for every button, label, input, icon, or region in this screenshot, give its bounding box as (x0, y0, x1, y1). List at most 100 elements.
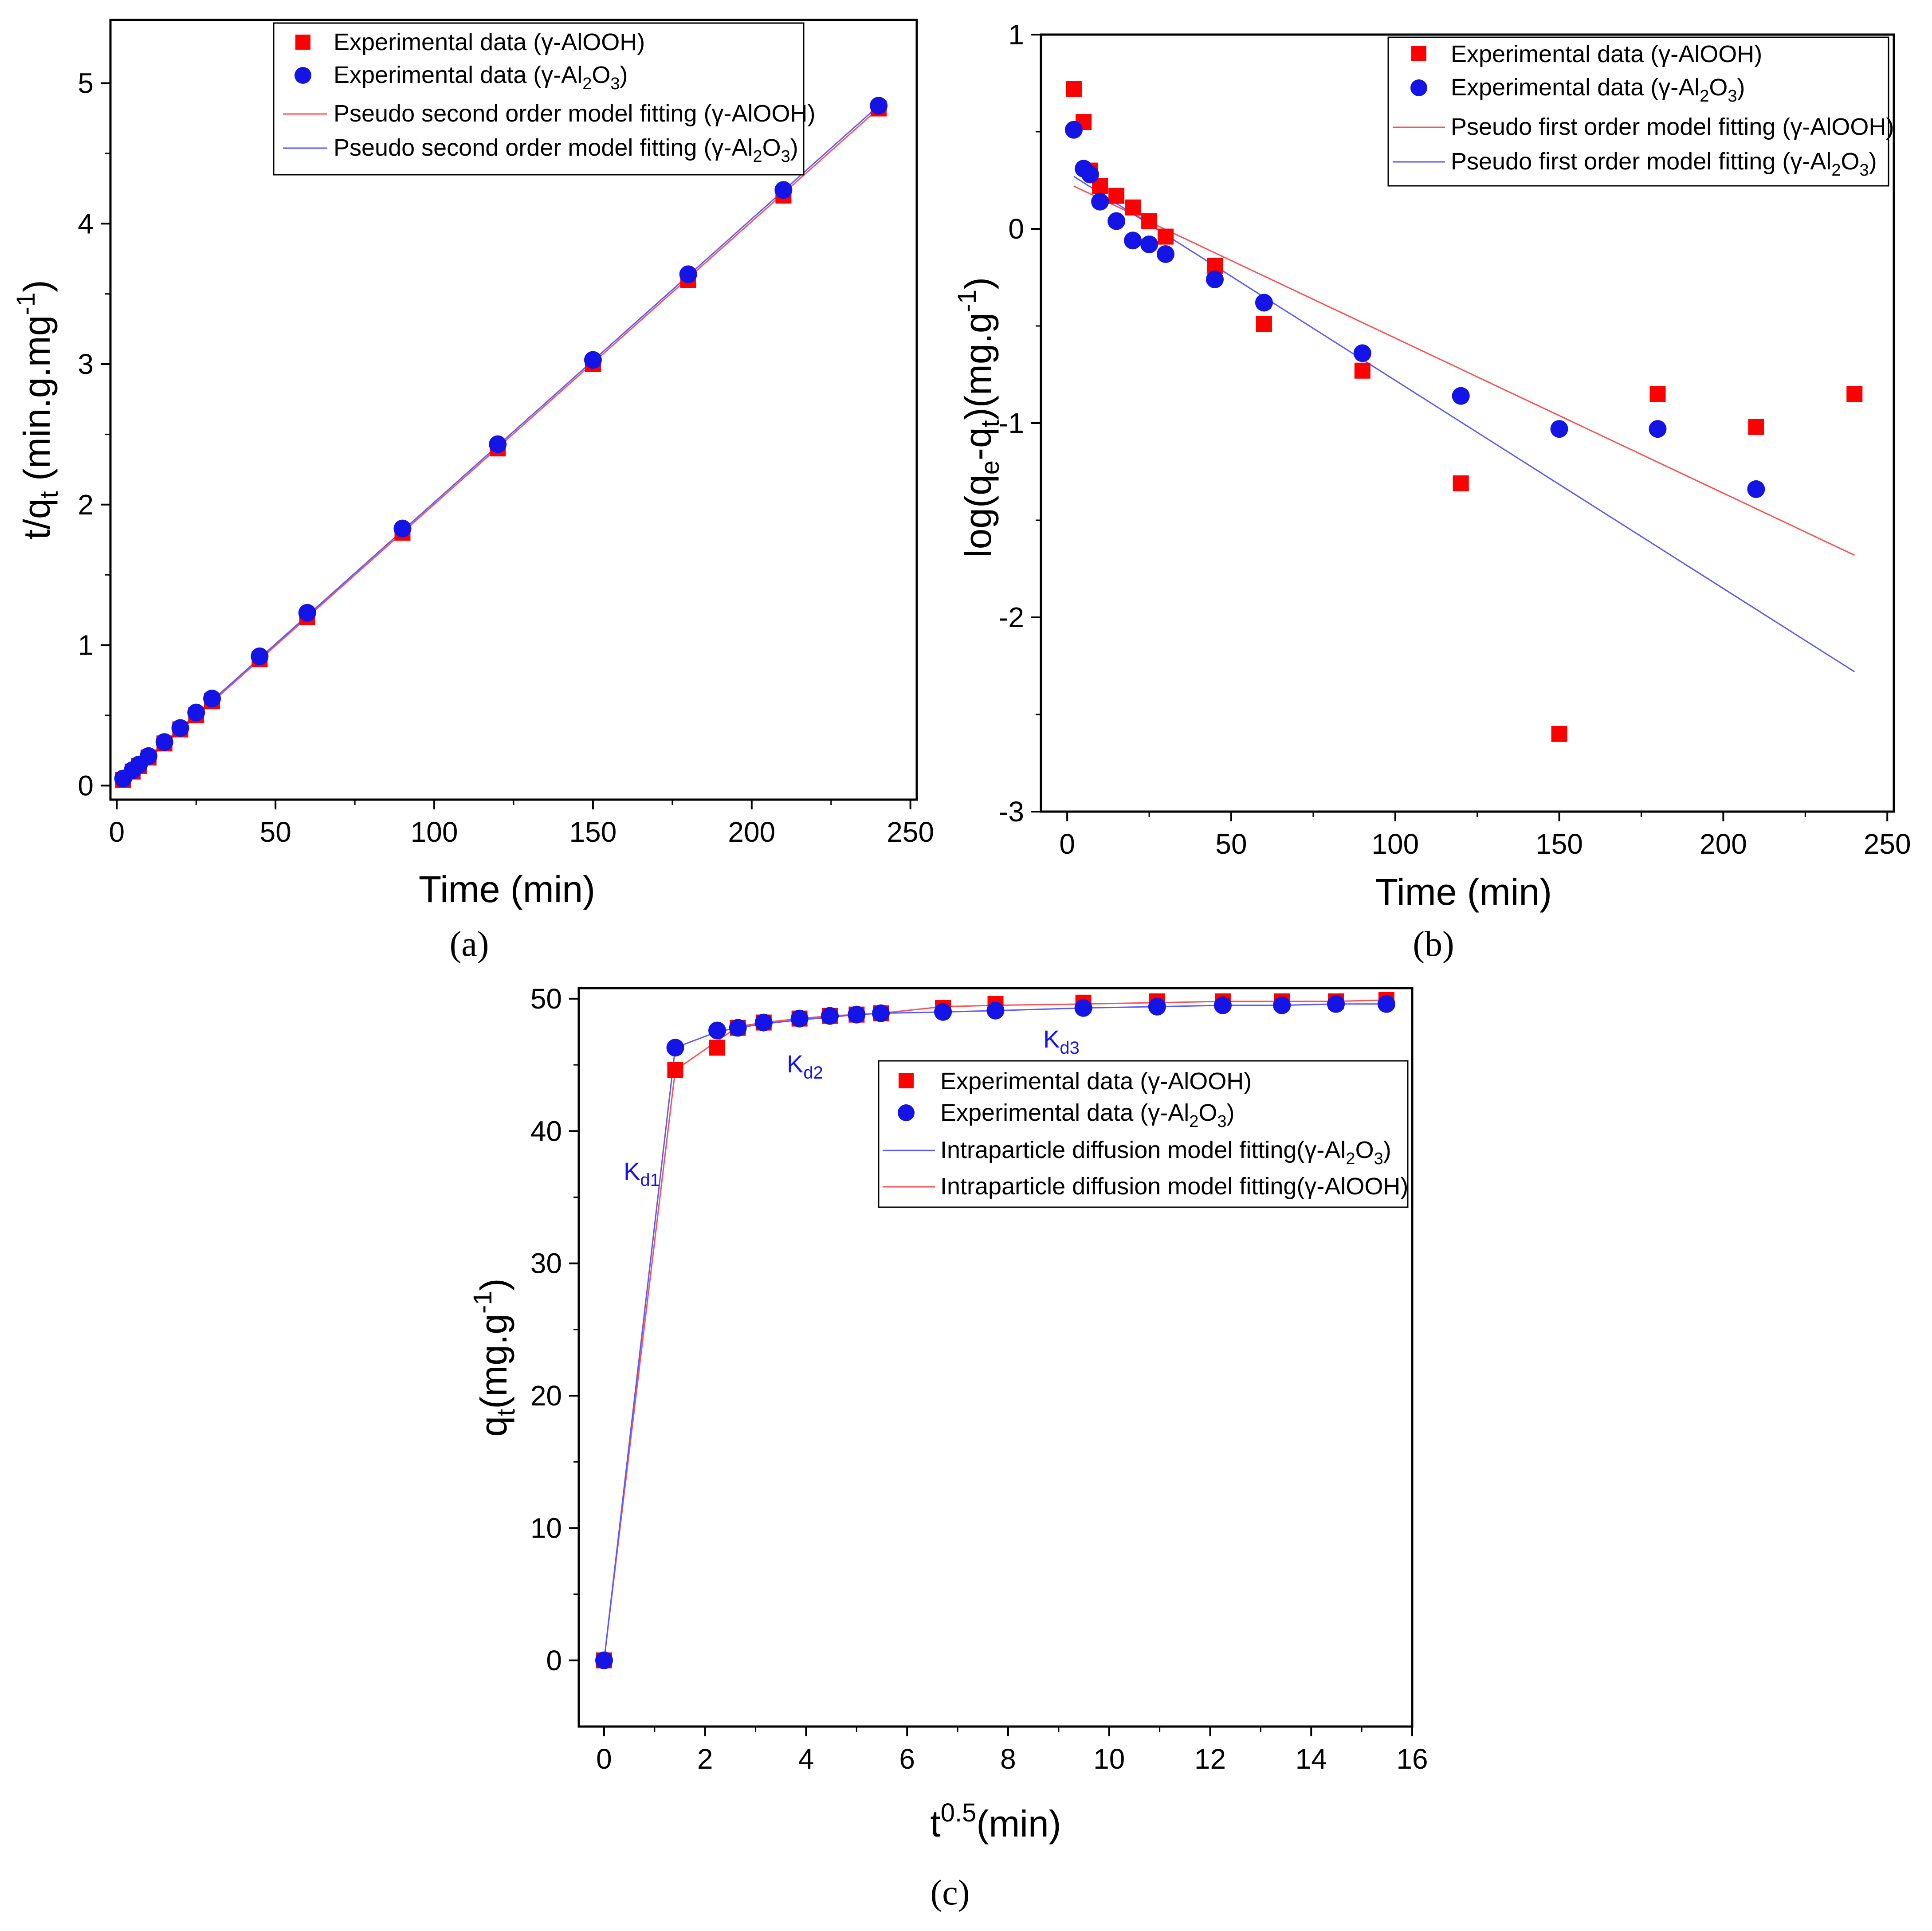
panel-b-point-square (1748, 419, 1764, 435)
panel-c-x-tick-label: 4 (798, 1743, 814, 1775)
panel-c-point-circle (708, 1021, 726, 1040)
panel-a-y-axis-title: t/qt (min.g.mg-1) (12, 280, 63, 540)
panel-c-plot-frame (577, 987, 1414, 1728)
panel-b-point-circle (1124, 232, 1142, 250)
panel-b-point-circle (1353, 344, 1371, 362)
panel-c-legend-item-1: Experimental data (γ-AlOOH) (940, 1068, 1252, 1095)
panel-b-point-square (1354, 362, 1370, 379)
panel-b-point-square (1158, 228, 1174, 245)
panel-c-legend-item-3: Intraparticle diffusion model fitting(γ-… (940, 1137, 1391, 1168)
panel-a-legend-circle-marker (295, 67, 311, 84)
panel-c-y-tick-label: 40 (530, 1115, 562, 1147)
panel-c-legend-item-2: Experimental data (γ-Al2O3) (940, 1099, 1235, 1131)
panel-b-legend-square-marker (1411, 46, 1426, 61)
panel-c-point-circle (1377, 995, 1395, 1013)
panel-c-x-tick-label: 12 (1194, 1743, 1226, 1775)
panel-c-y-axis-title: qt(mg.g-1) (468, 1278, 520, 1436)
panel-b-marks (1064, 81, 1863, 742)
panel-b-point-circle (1140, 235, 1158, 254)
panel-b-point-circle (1064, 121, 1083, 139)
panel-a-point-circle (187, 703, 205, 722)
panel-a-legend: Experimental data (γ-AlOOH) Experimental… (273, 22, 815, 176)
panel-b-x-tick-label: 0 (1059, 828, 1075, 860)
panel-b-point-circle (1107, 212, 1126, 230)
panel-c-point-circle (986, 1001, 1005, 1020)
panel-b-x-tick-label: 200 (1700, 828, 1747, 860)
panel-b-legend-item-3: Pseudo first order model fitting (γ-AlOO… (1451, 114, 1894, 140)
panel-c-label: (c) (931, 1873, 970, 1912)
panel-c-point-circle (1213, 996, 1232, 1014)
panel-a-y-tick-label: 5 (78, 67, 94, 99)
panel-c-x-tick-label: 14 (1296, 1743, 1327, 1775)
panel-c-point-circle (666, 1039, 684, 1057)
panel-b-y-tick-label: 0 (1008, 213, 1024, 245)
panel-b-legend-item-2: Experimental data (γ-Al2O3) (1451, 74, 1745, 106)
panel-a-x-axis-title: Time (min) (419, 868, 595, 910)
panel-c-point-circle (1074, 999, 1092, 1017)
panel-c-point-circle (1327, 995, 1345, 1013)
panel-c-point-circle (790, 1009, 809, 1028)
panel-c-x-tick-label: 16 (1396, 1743, 1428, 1775)
panel-b-point-square (1065, 81, 1082, 97)
panel-a-point-circle (584, 351, 602, 369)
panel-c-x-axis-title: t0.5(min) (930, 1798, 1061, 1845)
panel-b-label: (b) (1413, 925, 1454, 964)
panel-c-y-tick-label: 50 (530, 983, 562, 1015)
panel-b-point-square (1108, 188, 1125, 204)
panel-a-y-tick-label: 0 (78, 769, 94, 801)
panel-c-point-circle (1148, 997, 1166, 1016)
panel-c-point-circle (848, 1005, 866, 1024)
panel-b-legend-box (1387, 36, 1889, 187)
panel-b-fit-line-2 (1073, 185, 1855, 556)
panel-b-x-axis-title: Time (min) (1375, 871, 1552, 913)
panel-c-point-circle (872, 1004, 890, 1022)
panel-c: 0 2 4 6 8 10 12 14 16 0 10 20 30 40 50 Kd1 Kd2 Kd3 Exp… (468, 983, 1428, 1912)
panel-a-point-circle (171, 719, 189, 737)
panel-b-point-square (1551, 726, 1567, 742)
panel-b-point-square (1453, 475, 1469, 491)
panel-b-y-tick-label: -2 (999, 601, 1024, 633)
panel-a-legend-item-3: Pseudo second order model fitting (γ-AlO… (334, 100, 815, 127)
panel-b-legend: Experimental data (γ-AlOOH) Experimental… (1387, 36, 1894, 187)
panel-a-x-tick-label: 250 (887, 816, 934, 848)
panel-a-point-circle (155, 733, 173, 751)
panel-b-legend-circle-marker (1410, 79, 1427, 96)
panel-c-legend-circle-marker (898, 1104, 915, 1121)
panel-c-legend-item-4: Intraparticle diffusion model fitting(γ-… (940, 1173, 1408, 1200)
panel-b-point-square (1846, 386, 1863, 402)
panel-b-ticks: 0 50 100 150 200 250 1 0 -1 -2 -3 (999, 19, 1911, 860)
panel-b-legend-item-1: Experimental data (γ-AlOOH) (1451, 41, 1762, 67)
panel-b-fit-line-3 (1073, 176, 1855, 672)
panel-c-x-tick-label: 6 (899, 1743, 915, 1775)
panel-b-x-tick-label: 250 (1864, 828, 1911, 860)
panel-a-x-tick-label: 150 (569, 816, 617, 848)
panel-a-point-circle (203, 689, 221, 707)
panel-a-point-circle (679, 265, 697, 283)
panel-b-y-tick-label: -3 (999, 796, 1024, 828)
panel-a-x-tick-label: 200 (728, 816, 775, 848)
panel-c-point-circle (1273, 996, 1291, 1014)
panel-b-point-circle (1649, 420, 1667, 438)
panel-c-x-tick-label: 0 (596, 1743, 612, 1775)
panel-a-point-circle (870, 97, 888, 115)
panel-a-legend-item-4: Pseudo second order model fitting (γ-Al2… (334, 134, 798, 166)
panel-a-y-tick-label: 4 (78, 208, 94, 239)
panel-b-point-circle (1091, 192, 1109, 211)
panel-c-point-square (709, 1040, 726, 1056)
panel-a-x-tick-label: 0 (109, 816, 125, 848)
panel-c-point-square (667, 1062, 683, 1078)
panel-b-y-tick-label: 1 (1008, 19, 1024, 51)
panel-b-point-square (1141, 213, 1158, 229)
panel-b-point-circle (1206, 270, 1224, 288)
panel-a-point-circle (489, 435, 507, 453)
panel-b-y-axis-title: log(qe-qt)(mg.g-1) (953, 277, 1005, 557)
panel-a-point-circle (774, 181, 793, 199)
panel-b-y-tick-label: -1 (999, 407, 1024, 439)
panel-c-legend-square-marker (899, 1073, 914, 1088)
panel-c-ticks: 0 2 4 6 8 10 12 14 16 0 10 20 30 40 50 (530, 983, 1428, 1775)
panel-a: 0 50 100 150 200 250 0 1 2 3 4 5 Experimental data … (12, 19, 934, 964)
panel-c-point-circle (821, 1007, 839, 1025)
panel-b-point-circle (1550, 420, 1568, 438)
panel-c-legend-box (878, 1060, 1409, 1208)
